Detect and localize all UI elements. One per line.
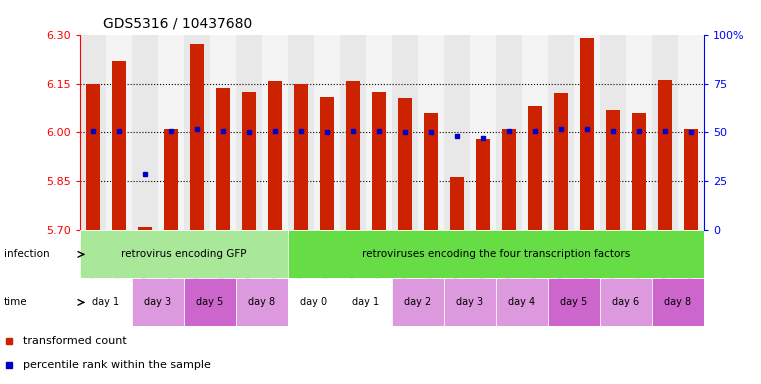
- Text: day 0: day 0: [301, 297, 327, 308]
- Bar: [450, 177, 464, 230]
- Bar: [184, 278, 236, 326]
- Bar: [340, 35, 366, 230]
- Bar: [294, 83, 308, 230]
- Bar: [528, 106, 542, 230]
- Text: day 3: day 3: [457, 297, 483, 308]
- Text: transformed count: transformed count: [23, 336, 126, 346]
- Bar: [632, 113, 646, 230]
- Text: day 3: day 3: [145, 297, 171, 308]
- Bar: [424, 113, 438, 230]
- Bar: [554, 93, 568, 230]
- Bar: [444, 35, 470, 230]
- Bar: [340, 278, 392, 326]
- Bar: [80, 278, 132, 326]
- Bar: [216, 88, 230, 230]
- Bar: [262, 35, 288, 230]
- Bar: [684, 129, 698, 230]
- Bar: [345, 81, 360, 230]
- Bar: [158, 35, 184, 230]
- Bar: [522, 35, 548, 230]
- Bar: [288, 35, 314, 230]
- Bar: [288, 230, 704, 278]
- Bar: [86, 84, 100, 230]
- Text: time: time: [4, 297, 27, 308]
- Text: day 8: day 8: [248, 297, 275, 308]
- Bar: [132, 278, 184, 326]
- Bar: [138, 227, 152, 230]
- Bar: [392, 278, 444, 326]
- Text: day 4: day 4: [508, 297, 536, 308]
- Bar: [548, 35, 574, 230]
- Bar: [112, 61, 126, 230]
- Bar: [184, 35, 210, 230]
- Text: percentile rank within the sample: percentile rank within the sample: [23, 360, 211, 370]
- Bar: [476, 139, 490, 230]
- Bar: [80, 35, 106, 230]
- Text: day 6: day 6: [613, 297, 639, 308]
- Text: day 5: day 5: [560, 297, 587, 308]
- Bar: [398, 98, 412, 230]
- Text: GDS5316 / 10437680: GDS5316 / 10437680: [103, 17, 252, 31]
- Bar: [606, 109, 620, 230]
- Bar: [236, 35, 262, 230]
- Bar: [580, 38, 594, 230]
- Bar: [658, 80, 672, 230]
- Bar: [106, 35, 132, 230]
- Bar: [501, 129, 516, 230]
- Bar: [626, 35, 652, 230]
- Bar: [470, 35, 496, 230]
- Bar: [164, 129, 178, 230]
- Bar: [418, 35, 444, 230]
- Bar: [652, 35, 678, 230]
- Bar: [496, 278, 548, 326]
- Text: infection: infection: [4, 249, 49, 260]
- Text: retroviruses encoding the four transcription factors: retroviruses encoding the four transcrip…: [361, 249, 630, 260]
- Bar: [574, 35, 600, 230]
- Bar: [392, 35, 418, 230]
- Bar: [444, 278, 496, 326]
- Bar: [366, 35, 392, 230]
- Bar: [268, 81, 282, 230]
- Text: day 5: day 5: [196, 297, 224, 308]
- Bar: [189, 45, 204, 230]
- Text: day 1: day 1: [352, 297, 380, 308]
- Bar: [496, 35, 522, 230]
- Text: day 8: day 8: [664, 297, 692, 308]
- Bar: [210, 35, 236, 230]
- Bar: [372, 92, 386, 230]
- Text: retrovirus encoding GFP: retrovirus encoding GFP: [121, 249, 247, 260]
- Text: day 2: day 2: [404, 297, 431, 308]
- Text: day 1: day 1: [92, 297, 119, 308]
- Bar: [548, 278, 600, 326]
- Bar: [652, 278, 704, 326]
- Bar: [132, 35, 158, 230]
- Bar: [236, 278, 288, 326]
- Bar: [320, 96, 334, 230]
- Bar: [242, 92, 256, 230]
- Bar: [80, 230, 288, 278]
- Bar: [314, 35, 340, 230]
- Bar: [678, 35, 704, 230]
- Bar: [600, 35, 626, 230]
- Bar: [288, 278, 340, 326]
- Bar: [600, 278, 652, 326]
